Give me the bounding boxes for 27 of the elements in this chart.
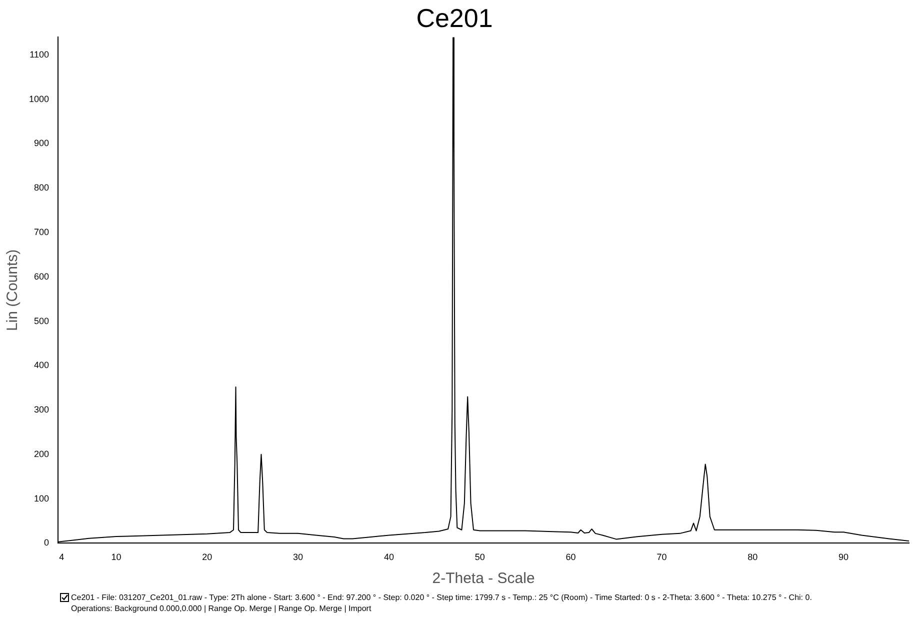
x-tick-label: 30 — [293, 552, 304, 562]
x-axis-title: 2-Theta - Scale — [432, 570, 535, 588]
y-tick-label: 1100 — [30, 49, 50, 60]
y-tick-label: 0 — [44, 538, 50, 548]
y-tick-label: 300 — [34, 404, 50, 415]
y-tick-label: 900 — [34, 138, 50, 148]
text: Ce201 - File: 031207_Ce201_01.raw - Type: 2Th alone - Start: 3.600 ° - End: 97.200 ° - Step: 0.020 ° - Step time: 1799.7 s - Temp.: 25 °C (Room) - Time Started: 0 s - 2-Theta: 3.600 ° - Theta: 10.275 ° - Chi: 0. — [71, 592, 812, 603]
y-tick-label: 500 — [34, 316, 50, 326]
x-tick-label: 60 — [566, 552, 576, 562]
y-tick-label: 400 — [34, 360, 50, 370]
y-tick-label: 600 — [34, 271, 50, 282]
y-tick-label: 100 — [34, 493, 50, 504]
x-tick-label: 40 — [384, 552, 394, 562]
y-tick-label: 200 — [34, 448, 50, 459]
y-tick-label: 1000 — [28, 94, 50, 104]
chart-title: Ce201 — [416, 2, 493, 33]
y-tick-label: 700 — [34, 226, 50, 237]
y-axis-title: Lin (Counts) — [4, 249, 22, 332]
x-tick-label: 20 — [202, 552, 212, 562]
x-tick-label: 90 — [838, 552, 849, 562]
y-tick-label: 800 — [34, 182, 50, 193]
x-tick-label: 4 — [59, 552, 64, 562]
x-tick-label: 50 — [474, 552, 485, 562]
x-tick-label: 80 — [748, 552, 758, 562]
text: Operations: Background 0.000,0.000 | Range Op. Merge | Range Op. Merge | Import — [71, 603, 372, 614]
x-tick-label: 70 — [656, 552, 667, 562]
x-tick-label: 10 — [111, 552, 122, 562]
